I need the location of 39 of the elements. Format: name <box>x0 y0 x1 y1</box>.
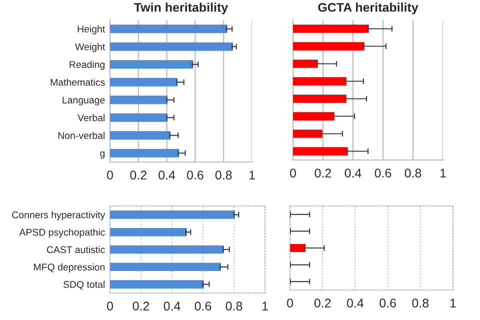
chart-title: Twin heritability <box>134 2 228 14</box>
x-tick-label: 0.4 <box>164 302 180 311</box>
y-tick-label: MFQ depression <box>34 263 105 272</box>
y-tick-label: Language <box>62 96 105 106</box>
x-tick-label: 0.6 <box>374 168 392 178</box>
x-tick-label: 0 <box>107 170 113 180</box>
y-tick-label: Mathematics <box>50 78 105 86</box>
x-tick-label: 1 <box>249 170 255 180</box>
chart-title: GCTA heritability <box>318 2 418 14</box>
x-tick-label: 0.8 <box>412 298 429 308</box>
x-tick-label: 0.2 <box>130 170 146 180</box>
x-tick-label: 0.6 <box>187 170 204 180</box>
y-tick-label: SDQ total <box>63 280 104 290</box>
x-tick-label: 1 <box>262 302 268 310</box>
x-tick-label: 0.4 <box>344 168 362 178</box>
x-tick-label: 1 <box>450 298 456 308</box>
x-tick-label: 0.4 <box>158 170 176 180</box>
y-tick-label: Height <box>78 25 106 34</box>
y-tick-label: APSD psychopathic <box>19 228 105 238</box>
y-tick-label: Non-verbal <box>58 132 104 139</box>
y-tick-label: Conners hyperactivity <box>12 211 106 220</box>
x-tick-label: 0.2 <box>132 302 150 311</box>
x-tick-label: 0.6 <box>194 302 212 311</box>
x-tick-label: 1 <box>440 168 446 178</box>
y-tick-label: Reading <box>70 60 105 70</box>
y-tick-label: Weight <box>75 43 106 52</box>
x-tick-label: 0.2 <box>314 298 331 308</box>
x-tick-label: 0.8 <box>226 302 242 311</box>
y-tick-label: g <box>100 151 105 159</box>
x-tick-label: 0 <box>290 168 296 178</box>
x-tick-label: 0.8 <box>404 168 422 178</box>
x-tick-label: 0.4 <box>347 298 364 308</box>
x-tick-label: 0.6 <box>380 298 396 308</box>
x-tick-label: 0.8 <box>215 170 232 180</box>
y-tick-label: CAST autistic <box>46 246 105 254</box>
x-tick-label: 0 <box>287 298 293 308</box>
x-tick-label: 0 <box>107 302 113 311</box>
x-tick-label: 0.2 <box>314 168 332 178</box>
y-tick-label: Verbal <box>78 114 104 122</box>
